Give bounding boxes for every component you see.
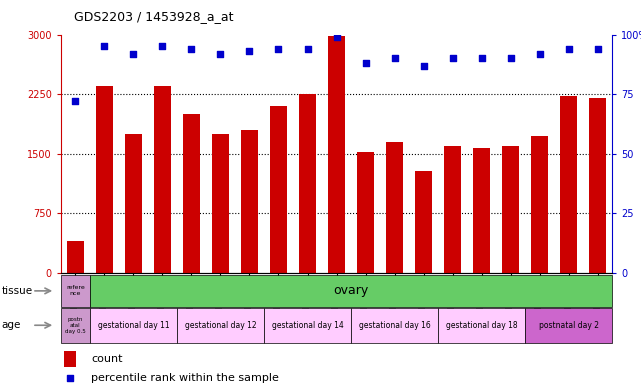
Bar: [386, 142, 403, 273]
Point: [592, 46, 603, 52]
Point: [128, 51, 138, 57]
Text: ovary: ovary: [333, 285, 369, 297]
Point: [506, 55, 516, 61]
Point: [563, 46, 574, 52]
Bar: [212, 134, 229, 273]
Point: [157, 43, 167, 50]
Bar: [270, 106, 287, 273]
Bar: [177, 308, 264, 343]
Bar: [531, 136, 548, 273]
Bar: [502, 146, 519, 273]
Point: [476, 55, 487, 61]
Bar: [351, 308, 438, 343]
Text: postnatal day 2: postnatal day 2: [538, 321, 599, 330]
Point: [215, 51, 226, 57]
Bar: [154, 86, 171, 273]
Point: [331, 34, 342, 40]
Text: percentile rank within the sample: percentile rank within the sample: [91, 373, 279, 383]
Point: [65, 375, 75, 381]
Text: tissue: tissue: [1, 286, 33, 296]
Bar: [415, 171, 432, 273]
Point: [71, 98, 81, 104]
Bar: [264, 308, 351, 343]
Point: [273, 46, 283, 52]
Point: [244, 48, 254, 54]
Bar: [61, 275, 90, 307]
Bar: [444, 146, 462, 273]
Bar: [473, 148, 490, 273]
Bar: [90, 308, 177, 343]
Point: [390, 55, 400, 61]
Bar: [67, 241, 84, 273]
Bar: [61, 308, 90, 343]
Text: gestational day 16: gestational day 16: [359, 321, 430, 330]
Bar: [125, 134, 142, 273]
Point: [447, 55, 458, 61]
Bar: [589, 98, 606, 273]
Text: gestational day 12: gestational day 12: [185, 321, 256, 330]
Bar: [357, 152, 374, 273]
Text: gestational day 18: gestational day 18: [445, 321, 517, 330]
Point: [187, 46, 197, 52]
Text: count: count: [91, 354, 122, 364]
Text: postn
atal
day 0.5: postn atal day 0.5: [65, 317, 86, 334]
Point: [535, 51, 545, 57]
Point: [360, 60, 370, 66]
Bar: [241, 130, 258, 273]
Bar: [96, 86, 113, 273]
Bar: [560, 96, 578, 273]
Text: gestational day 11: gestational day 11: [97, 321, 169, 330]
Text: refere
nce: refere nce: [66, 285, 85, 296]
Text: GDS2203 / 1453928_a_at: GDS2203 / 1453928_a_at: [74, 10, 233, 23]
Bar: [328, 36, 345, 273]
Point: [99, 43, 110, 50]
Text: age: age: [1, 320, 21, 330]
Bar: [525, 308, 612, 343]
Bar: [299, 94, 316, 273]
Point: [419, 63, 429, 69]
Bar: [64, 351, 76, 367]
Text: gestational day 14: gestational day 14: [272, 321, 344, 330]
Bar: [438, 308, 525, 343]
Point: [303, 46, 313, 52]
Bar: [183, 114, 200, 273]
